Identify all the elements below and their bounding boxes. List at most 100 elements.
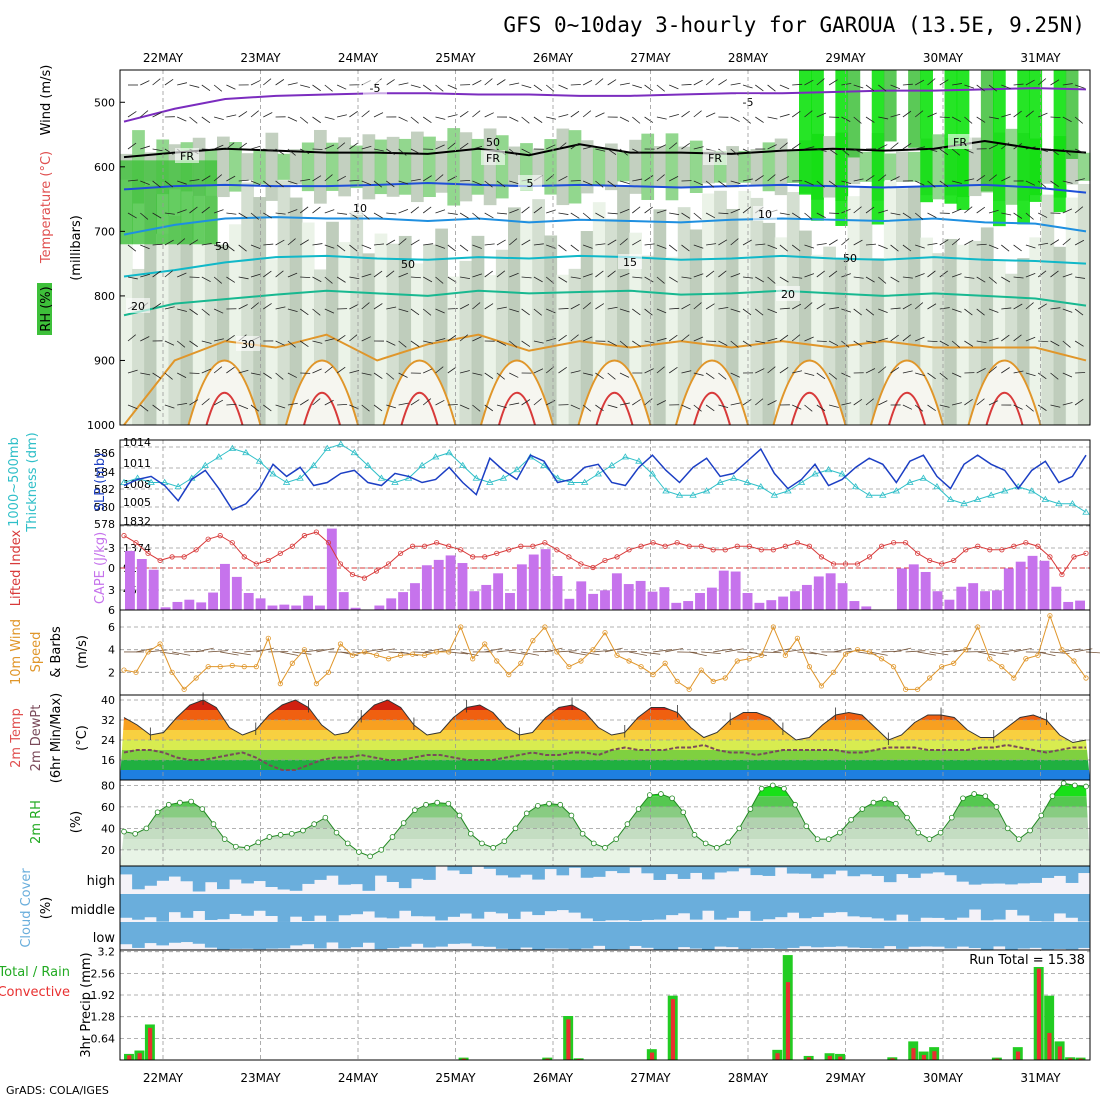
wind-barb [816, 270, 825, 278]
cloud-cover-cell [398, 894, 412, 911]
wind-barb [742, 239, 752, 246]
rh-shade [605, 143, 618, 191]
wind-barb [472, 180, 482, 186]
wind-barb [127, 111, 137, 118]
wind-barb [164, 239, 174, 246]
wind-barb [853, 84, 864, 89]
precip-convective-bar [1068, 1058, 1073, 1060]
wind-barb [361, 372, 372, 376]
cloud-cover-cell [1065, 894, 1079, 918]
cloud-cover-cell [289, 894, 303, 917]
rh-shade [301, 142, 315, 192]
rh-shade [168, 160, 182, 245]
cloud-cover-cell [435, 894, 448, 921]
wind-barb [792, 276, 803, 279]
cape-bar [754, 602, 765, 610]
cape-bar [196, 602, 207, 610]
wind-barb [681, 212, 691, 219]
rh-shade [1041, 149, 1055, 184]
wind-barb [656, 400, 666, 406]
wind-barb [558, 175, 568, 182]
wind-barb [742, 148, 753, 154]
thickness-point [594, 470, 602, 477]
lifted-index-point [470, 554, 476, 560]
wind-barb [287, 180, 298, 185]
lifted-index-point [578, 561, 584, 567]
rh-shade [956, 244, 970, 425]
wind-barb [447, 244, 456, 252]
lifted-index-point [253, 561, 259, 567]
cloud-cover-cell [483, 922, 497, 947]
wind-barb [263, 404, 272, 412]
temperature-label: Temperature (°C) [39, 151, 54, 264]
wind-barb [977, 651, 996, 656]
cloud-cover-cell [859, 922, 873, 949]
wind-speed-point [409, 651, 416, 657]
cloud-cover-cell [132, 922, 145, 948]
wind-barb [213, 244, 224, 249]
wind-barb [250, 212, 259, 220]
rh-point [121, 828, 127, 835]
rh-shade [217, 136, 230, 198]
thickness-point [377, 474, 386, 481]
cloud-cover-cell [459, 894, 473, 914]
rh-shade [920, 70, 933, 203]
wind-barb [220, 651, 239, 656]
rh-point [1027, 827, 1033, 834]
wind-barb [767, 244, 778, 249]
cloud-cover-cell [726, 866, 739, 872]
wind-barb [927, 78, 936, 86]
lifted-index-label: Lifted Index [9, 529, 24, 606]
date-label-bottom: 27MAY [630, 1071, 671, 1085]
wind-barb [718, 239, 728, 246]
lifted-index-point [121, 533, 127, 539]
cloud-cover-cell [495, 922, 509, 949]
wind-barb [423, 368, 433, 374]
wind-barb [988, 174, 997, 182]
wind-barb [964, 308, 973, 316]
cloud-cover-cell [180, 922, 194, 943]
cape-bar [374, 605, 385, 610]
cape-bar [160, 607, 171, 610]
wind-barb [263, 180, 272, 188]
cape-bar [837, 583, 848, 610]
wind-barb [693, 302, 702, 310]
wind-speed-point [638, 664, 644, 670]
cape-bar [932, 591, 943, 610]
rh-shade [932, 253, 946, 425]
wind-barb [472, 336, 482, 342]
upper-air-frame [119, 69, 1091, 426]
wind-barb [275, 180, 284, 188]
wind-barb [939, 404, 950, 408]
wind-barb [706, 243, 717, 246]
rh-shade [447, 128, 461, 206]
lifted-index-point [854, 561, 861, 567]
wind-barb [804, 79, 814, 86]
date-label-top: 27MAY [630, 51, 671, 65]
contour-label: 20 [131, 300, 145, 313]
rh-shade [398, 138, 412, 195]
wind-barb [398, 238, 407, 246]
wind-barb [693, 79, 703, 86]
wind-barb [140, 110, 149, 118]
wind-barb [915, 244, 925, 249]
wind-barb [792, 404, 802, 410]
cloud-cover-cell [580, 866, 594, 878]
cloud-cover-cell [253, 894, 266, 911]
rh-shade [144, 160, 157, 245]
wind-barb [828, 372, 838, 380]
cloud-cover-cell [653, 894, 667, 920]
cloud-cover-cell [508, 894, 521, 919]
cape-bar [801, 584, 812, 610]
lifted-index-point [987, 547, 993, 553]
wind-barb [127, 276, 138, 280]
thickness-point [784, 487, 792, 494]
cloud-cover-cell [689, 866, 703, 873]
wind-barb [595, 270, 604, 278]
wind-barb [951, 238, 961, 246]
cloud-cover-cell [241, 894, 254, 916]
wind-speed-point [746, 656, 752, 662]
cloud-cover-cell [568, 922, 582, 950]
lifted-index-point [566, 554, 572, 560]
wind-barb [324, 399, 334, 406]
